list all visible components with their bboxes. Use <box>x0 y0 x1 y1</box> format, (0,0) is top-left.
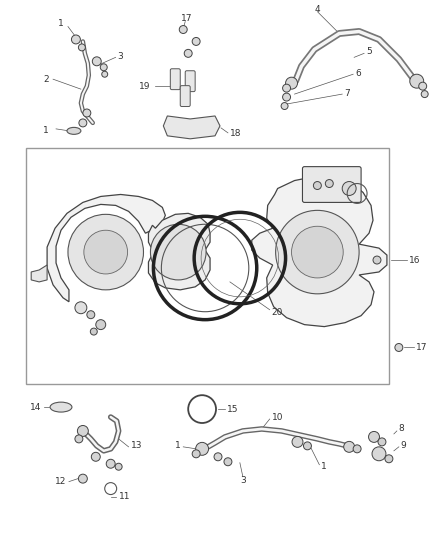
Text: 9: 9 <box>401 441 406 450</box>
Text: 18: 18 <box>230 130 241 139</box>
Text: 3: 3 <box>240 476 246 485</box>
Circle shape <box>150 224 206 280</box>
Polygon shape <box>252 176 387 327</box>
Circle shape <box>314 182 321 190</box>
Circle shape <box>78 474 87 483</box>
Circle shape <box>372 447 386 461</box>
Text: 12: 12 <box>55 477 66 486</box>
Circle shape <box>373 256 381 264</box>
Circle shape <box>292 226 343 278</box>
Circle shape <box>196 442 208 455</box>
Text: 15: 15 <box>227 405 238 414</box>
Text: 1: 1 <box>321 462 327 471</box>
Circle shape <box>286 77 297 89</box>
Polygon shape <box>148 213 210 290</box>
Text: 13: 13 <box>131 441 142 450</box>
Text: 5: 5 <box>366 47 372 56</box>
Circle shape <box>283 93 290 101</box>
FancyBboxPatch shape <box>303 167 361 203</box>
Text: 19: 19 <box>139 82 150 91</box>
Circle shape <box>192 450 200 458</box>
Polygon shape <box>31 265 47 282</box>
Circle shape <box>75 435 83 443</box>
Circle shape <box>214 453 222 461</box>
Ellipse shape <box>50 402 72 412</box>
Circle shape <box>325 180 333 188</box>
Circle shape <box>83 109 91 117</box>
Circle shape <box>410 74 424 88</box>
FancyBboxPatch shape <box>180 86 190 107</box>
Text: 2: 2 <box>43 75 49 84</box>
Polygon shape <box>47 195 165 302</box>
Text: 1: 1 <box>174 441 180 450</box>
Circle shape <box>421 91 428 98</box>
Text: 11: 11 <box>119 492 130 501</box>
Circle shape <box>179 26 187 34</box>
Circle shape <box>224 458 232 466</box>
Circle shape <box>84 230 127 274</box>
Circle shape <box>342 182 356 196</box>
Text: 14: 14 <box>30 402 41 411</box>
Circle shape <box>281 102 288 109</box>
Text: 16: 16 <box>409 255 420 264</box>
Circle shape <box>100 64 107 71</box>
Text: 17: 17 <box>180 14 192 23</box>
FancyBboxPatch shape <box>185 71 195 92</box>
Circle shape <box>96 320 106 329</box>
Circle shape <box>184 50 192 58</box>
Circle shape <box>79 119 87 127</box>
Circle shape <box>102 71 108 77</box>
FancyBboxPatch shape <box>170 69 180 90</box>
Circle shape <box>368 431 379 442</box>
Ellipse shape <box>67 127 81 134</box>
Circle shape <box>378 438 386 446</box>
Circle shape <box>115 463 122 470</box>
Circle shape <box>304 442 311 450</box>
Circle shape <box>75 302 87 314</box>
Polygon shape <box>163 116 220 139</box>
Text: 10: 10 <box>272 413 283 422</box>
Circle shape <box>385 455 393 463</box>
Text: 1: 1 <box>58 19 64 28</box>
Text: 7: 7 <box>344 88 350 98</box>
Circle shape <box>283 84 290 92</box>
Circle shape <box>395 343 403 351</box>
Circle shape <box>87 311 95 319</box>
Circle shape <box>276 211 359 294</box>
Circle shape <box>78 44 85 51</box>
Circle shape <box>353 445 361 453</box>
Text: 3: 3 <box>118 52 124 61</box>
Circle shape <box>419 82 427 90</box>
Bar <box>26 148 389 384</box>
Circle shape <box>192 37 200 45</box>
Circle shape <box>344 441 355 453</box>
Text: 20: 20 <box>272 308 283 317</box>
Text: 6: 6 <box>355 69 361 78</box>
Circle shape <box>92 57 101 66</box>
Text: 17: 17 <box>416 343 427 352</box>
Circle shape <box>68 214 144 290</box>
Circle shape <box>91 453 100 461</box>
Circle shape <box>71 35 81 44</box>
Text: 8: 8 <box>399 424 405 433</box>
Circle shape <box>106 459 115 468</box>
Text: 1: 1 <box>43 126 49 135</box>
Circle shape <box>78 425 88 437</box>
Text: 4: 4 <box>314 5 320 14</box>
Circle shape <box>292 437 303 447</box>
Circle shape <box>90 328 97 335</box>
